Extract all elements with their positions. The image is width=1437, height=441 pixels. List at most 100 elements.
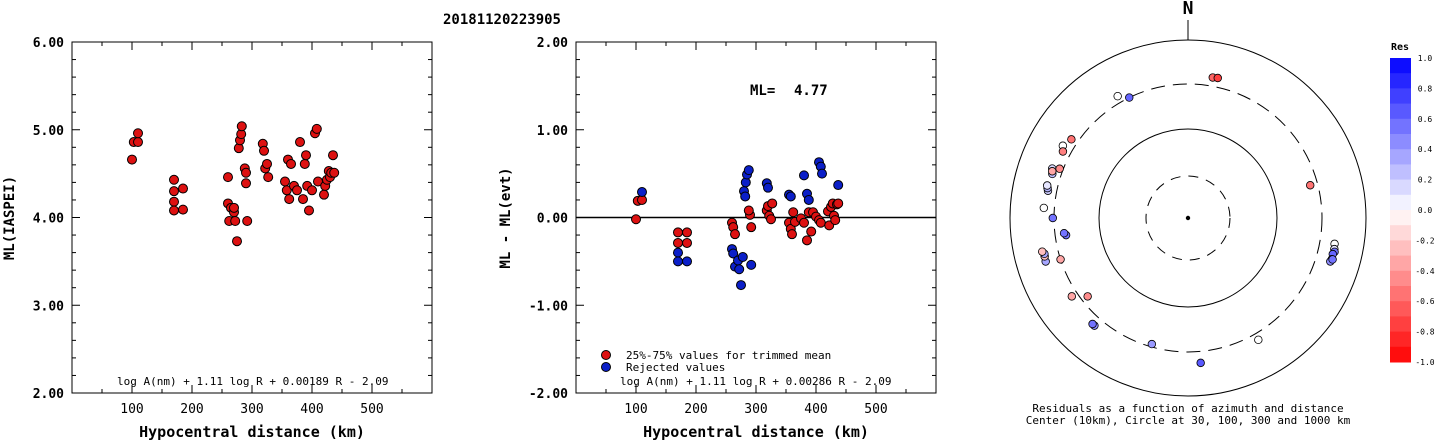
data-point <box>298 194 308 205</box>
station-point <box>1254 335 1263 345</box>
x-tick-label: 200 <box>684 402 707 417</box>
legend-label-accepted: 25%-75% values for trimmed mean <box>626 349 831 362</box>
y-tick-label: -1.00 <box>529 299 568 314</box>
azimuth-residual-map: N Residuals as a function of azimuth and… <box>1009 0 1367 427</box>
colorbar-title: Res <box>1391 42 1409 53</box>
data-point <box>736 280 746 291</box>
data-point <box>301 150 311 161</box>
colorbar-cell <box>1390 346 1411 363</box>
data-points <box>127 121 340 247</box>
data-point <box>802 235 812 246</box>
ml-value: 4.77 <box>794 83 828 99</box>
data-point <box>673 237 683 248</box>
colorbar-cell <box>1390 103 1411 120</box>
station-point <box>1055 164 1064 173</box>
data-point <box>788 207 799 218</box>
station-point <box>1056 255 1065 264</box>
data-point <box>311 123 322 134</box>
x-axis-label: Hypocentral distance (km) <box>643 423 869 441</box>
station-point <box>1042 181 1052 190</box>
data-point <box>682 237 692 248</box>
station-point <box>1328 255 1337 264</box>
y-tick-labels: 2.00 3.00 4.00 5.00 6.00 <box>33 36 64 402</box>
x-tick-label: 300 <box>240 402 263 417</box>
data-point <box>232 236 242 247</box>
data-points <box>631 157 844 291</box>
formula-label: log A(nm) + 1.11 log R + 0.00189 R - 2.0… <box>117 375 389 388</box>
data-point <box>817 168 827 179</box>
colorbar-cell <box>1390 301 1411 317</box>
ring-30km <box>1145 175 1231 261</box>
x-tick-labels: 100 200 300 400 500 <box>624 402 887 417</box>
data-point <box>833 180 844 191</box>
colorbar-cell <box>1390 210 1411 226</box>
data-point <box>728 248 739 259</box>
x-tick-label: 400 <box>804 402 827 417</box>
x-tick-label: 300 <box>744 402 767 417</box>
data-point <box>259 145 269 156</box>
axis-ticks <box>575 41 937 394</box>
data-point <box>763 182 773 193</box>
data-point <box>766 214 776 225</box>
data-point <box>169 196 179 207</box>
data-point <box>785 191 796 202</box>
data-point <box>304 205 314 216</box>
legend-marker-rejected <box>601 362 611 372</box>
y-tick-labels: -2.00 -1.00 0.00 1.00 2.00 <box>529 36 568 402</box>
station-point <box>1306 181 1315 190</box>
data-point <box>229 202 239 213</box>
data-point <box>746 259 757 270</box>
colorbar-tick-labels: 1.0 0.8 0.6 0.4 0.2 0.0 -0.2 -0.4 -0.6 -0.8 -1.0 <box>1415 54 1434 367</box>
caption-line-2: Center (10km), Circle at 30, 100, 300 an… <box>1026 414 1351 427</box>
colorbar-cell <box>1390 240 1411 257</box>
y-tick-label: 2.00 <box>33 387 64 402</box>
colorbar-cell <box>1390 316 1411 333</box>
y-tick-label: 1.00 <box>537 124 568 139</box>
data-point <box>806 226 817 237</box>
colorbar-cell <box>1390 134 1411 150</box>
ring-1000km <box>1009 39 1367 397</box>
data-point <box>743 205 754 216</box>
data-point <box>223 172 233 183</box>
colorbar-tick-label: 0.0 <box>1418 206 1433 215</box>
ring-100km <box>1098 128 1278 308</box>
data-point <box>799 170 809 181</box>
x-tick-label: 100 <box>624 402 647 417</box>
data-point <box>262 158 272 169</box>
data-point <box>737 251 748 262</box>
station-point <box>1048 167 1057 176</box>
station-point <box>1038 247 1047 256</box>
data-point <box>299 158 310 169</box>
station-point <box>1147 339 1157 349</box>
north-label: N <box>1183 0 1194 19</box>
y-tick-label: 6.00 <box>33 36 64 51</box>
x-tick-label: 400 <box>300 402 323 417</box>
data-point <box>682 227 692 238</box>
data-point <box>178 204 188 215</box>
y-tick-label: 3.00 <box>33 299 64 314</box>
data-point <box>730 229 740 240</box>
data-point <box>263 172 274 183</box>
data-point <box>734 264 745 275</box>
plot-frame <box>71 41 433 394</box>
colorbar-tick-label: 0.4 <box>1418 145 1433 154</box>
data-point <box>178 183 188 194</box>
data-point <box>236 121 247 132</box>
station-point <box>1039 203 1049 213</box>
station-point <box>1196 358 1205 368</box>
colorbar-cell <box>1390 164 1411 181</box>
data-point <box>169 174 179 185</box>
data-point <box>280 176 290 187</box>
data-point <box>743 165 754 176</box>
colorbar-tick-label: -0.4 <box>1415 267 1434 276</box>
y-tick-label: 0.00 <box>537 212 568 227</box>
x-tick-label: 100 <box>120 402 143 417</box>
data-point <box>746 222 757 233</box>
data-point <box>284 194 295 205</box>
station-point <box>1058 147 1068 156</box>
colorbar-tick-label: -1.0 <box>1415 358 1434 367</box>
page-title: 20181120223905 <box>443 12 561 28</box>
station-points <box>1038 73 1339 368</box>
colorbar-cell <box>1390 149 1411 165</box>
